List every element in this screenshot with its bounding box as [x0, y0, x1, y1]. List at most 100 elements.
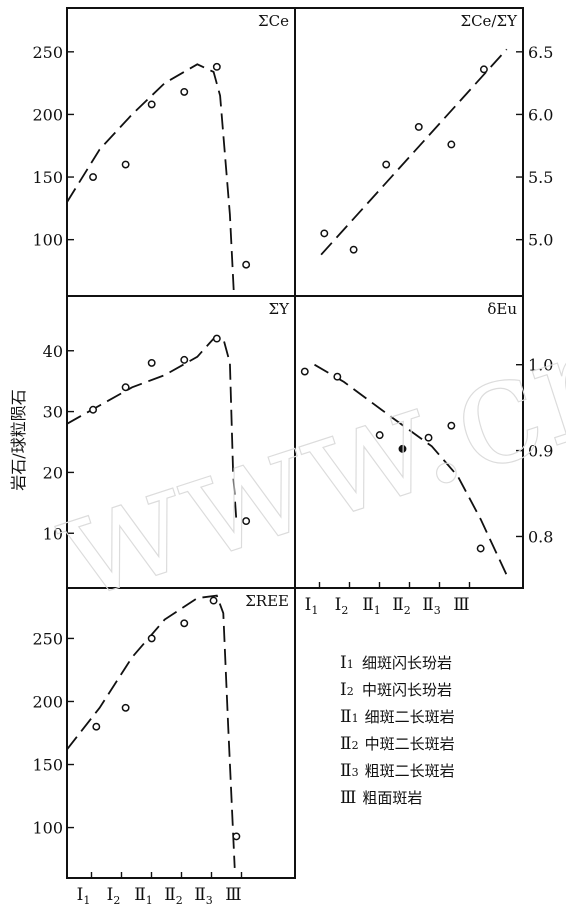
legend: Ⅰ1 细斑闪长玢岩 Ⅰ2 中斑闪长玢岩 Ⅱ1 细斑二长斑岩 Ⅱ2 中斑二长斑岩 Ⅱ3 粗斑二长斑岩…	[340, 650, 560, 812]
y-tick-label: 30	[43, 403, 63, 422]
y-tick-label: 0.9	[528, 442, 553, 461]
legend-item: Ⅰ2 中斑闪长玢岩	[340, 677, 560, 704]
y-tick-label: 10	[43, 524, 63, 543]
legend-subscript: 2	[346, 685, 354, 698]
data-point	[89, 173, 98, 181]
x-tick-label: Ⅱ2	[164, 885, 183, 905]
legend-subscript: 1	[351, 712, 359, 725]
legend-item: Ⅲ 粗面斑岩	[340, 785, 560, 812]
x-tick-subscript: 1	[146, 894, 153, 905]
x-tick-label: Ⅱ3	[422, 595, 441, 617]
data-point	[320, 229, 329, 238]
legend-item: Ⅱ3 粗斑二长斑岩	[340, 758, 560, 785]
x-tick-label: Ⅰ1	[305, 595, 319, 617]
data-point	[212, 334, 221, 343]
legend-item: Ⅰ1 细斑闪长玢岩	[340, 650, 560, 677]
panel-frame	[294, 7, 524, 297]
trend-line	[314, 363, 508, 576]
x-tick-label: Ⅲ	[453, 595, 469, 615]
legend-label: 中斑闪长玢岩	[362, 681, 453, 699]
panel-1: ΣCe/ΣY 5.0 5.5 6.0 6.5	[294, 7, 553, 297]
x-tick-subscript: 3	[206, 894, 213, 905]
panel-frame	[66, 587, 296, 879]
trend-line	[320, 48, 508, 256]
legend-label: 中斑二长斑岩	[364, 735, 455, 753]
y-axis-label: 岩石/球粒陨石	[9, 389, 28, 490]
data-point	[349, 245, 358, 254]
y-tick-label: 0.8	[528, 527, 553, 546]
x-tick-subscript: 2	[113, 894, 120, 905]
data-point	[232, 832, 241, 841]
data-point	[147, 100, 156, 109]
x-tick-subscript: 1	[374, 604, 381, 617]
data-point	[333, 372, 342, 381]
legend-subscript: 3	[351, 766, 359, 779]
legend-subscript: 2	[351, 739, 359, 752]
legend-symbol: Ⅰ2	[340, 680, 354, 700]
x-tick-subscript: 2	[176, 894, 183, 905]
y-tick-label: 100	[32, 819, 63, 838]
data-point	[92, 722, 101, 731]
data-point	[180, 355, 189, 364]
x-tick-label: Ⅱ1	[134, 885, 153, 905]
data-point	[447, 421, 456, 430]
legend-label: 粗面斑岩	[362, 789, 423, 807]
y-tick-label: 6.0	[528, 105, 553, 124]
panel-frame	[66, 295, 296, 589]
data-point	[242, 260, 251, 269]
data-point	[382, 160, 391, 169]
panel-4: ΣREE 100 150 200 250 Ⅰ1 Ⅰ2 Ⅱ1 Ⅱ2 Ⅱ3 Ⅲ	[32, 587, 296, 905]
x-tick-label: Ⅰ1	[77, 885, 91, 905]
y-tick-label: 1.0	[528, 356, 553, 375]
data-point	[212, 62, 221, 71]
legend-label: 细斑二长斑岩	[364, 708, 455, 726]
data-point	[121, 703, 130, 712]
data-point	[476, 544, 485, 553]
y-tick-label: 20	[43, 463, 63, 482]
y-tick-label: 150	[32, 756, 63, 775]
data-point	[375, 431, 384, 440]
data-point	[447, 140, 456, 149]
y-tick-label: 250	[32, 43, 63, 62]
panel-3: δEu 0.8 0.9 1.0 Ⅰ1 Ⅰ2 Ⅱ1 Ⅱ2 Ⅱ3 Ⅲ	[294, 295, 553, 617]
data-point	[147, 634, 156, 643]
x-tick-label: Ⅰ2	[107, 885, 121, 905]
data-point	[89, 405, 98, 414]
y-tick-label: 150	[32, 168, 63, 187]
y-tick-label: 250	[32, 629, 63, 648]
legend-subscript: 1	[346, 658, 354, 671]
legend-symbol: Ⅱ1	[340, 707, 359, 727]
y-tick-label: 6.5	[528, 43, 553, 62]
x-tick-label: Ⅲ	[225, 885, 241, 905]
legend-item: Ⅱ2 中斑二长斑岩	[340, 731, 560, 758]
data-point	[147, 358, 156, 367]
x-tick-subscript: 2	[341, 604, 348, 617]
y-tick-label: 100	[32, 231, 63, 250]
panel-title: δEu	[487, 300, 517, 318]
legend-symbol: Ⅱ3	[340, 761, 359, 781]
x-tick-label: Ⅰ2	[335, 595, 349, 617]
panel-frame	[294, 295, 524, 589]
y-tick-label: 200	[32, 692, 63, 711]
x-tick-label: Ⅱ2	[392, 595, 411, 617]
panel-frame	[66, 7, 296, 297]
data-point	[414, 123, 423, 131]
data-point	[180, 619, 189, 628]
x-tick-label: Ⅱ1	[362, 595, 381, 617]
panel-0: ΣCe 100 150 200 250	[32, 7, 296, 297]
panel-title: ΣY	[268, 300, 290, 318]
trend-line	[66, 63, 235, 293]
data-point	[121, 383, 130, 392]
legend-item: Ⅱ1 细斑二长斑岩	[340, 704, 560, 731]
y-tick-label: 200	[32, 105, 63, 124]
data-point	[300, 367, 309, 376]
x-tick-label: Ⅱ3	[194, 885, 213, 905]
data-point	[121, 160, 130, 169]
y-tick-label: 40	[43, 342, 63, 361]
panel-title: ΣCe	[258, 12, 289, 30]
x-tick-subscript: 2	[404, 604, 411, 617]
panel-2: ΣY 10 20 30 40	[43, 295, 296, 589]
data-point	[479, 65, 488, 74]
data-point	[242, 517, 251, 526]
x-tick-subscript: 3	[434, 604, 441, 617]
